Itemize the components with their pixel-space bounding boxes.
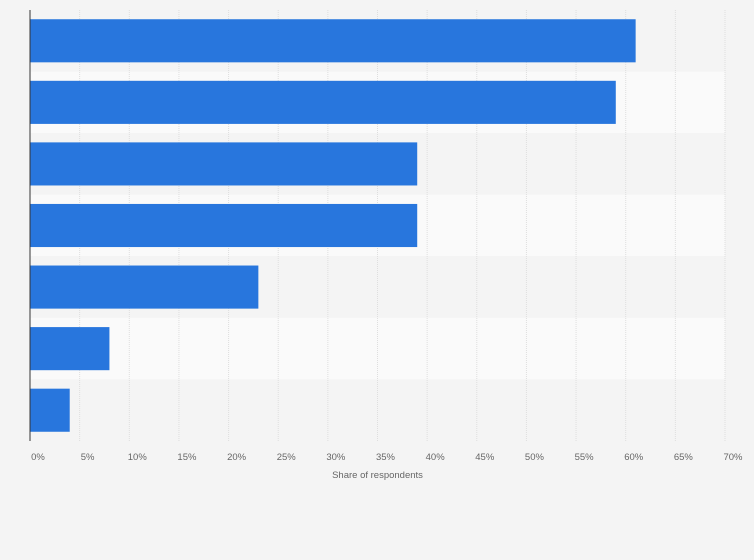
bar[interactable]	[30, 204, 417, 247]
x-tick-label: 65%	[674, 452, 694, 463]
x-tick-label: 5%	[81, 452, 95, 463]
x-tick-label: 25%	[277, 452, 297, 463]
bar[interactable]	[30, 327, 109, 370]
bar[interactable]	[30, 142, 417, 185]
x-tick-label: 20%	[227, 452, 247, 463]
x-tick-label: 55%	[575, 452, 595, 463]
x-tick-label: 70%	[723, 452, 743, 463]
bar[interactable]	[30, 266, 258, 309]
x-axis-ticks: 0% 5% 10% 15% 20% 25% 30% 35% 40% 45% 50% 55% 60% 65%…	[31, 452, 743, 463]
x-tick-label: 50%	[525, 452, 545, 463]
bar[interactable]	[30, 389, 70, 432]
x-tick-label: 45%	[475, 452, 495, 463]
x-tick-label: 0%	[31, 452, 45, 463]
x-tick-label: 60%	[624, 452, 644, 463]
x-tick-label: 35%	[376, 452, 396, 463]
x-tick-label: 10%	[128, 452, 148, 463]
bar[interactable]	[30, 19, 636, 62]
x-axis-title: Share of respondents	[332, 470, 423, 481]
x-tick-label: 15%	[177, 452, 197, 463]
x-tick-label: 40%	[426, 452, 446, 463]
bar[interactable]	[30, 81, 616, 124]
x-tick-label: 30%	[326, 452, 346, 463]
